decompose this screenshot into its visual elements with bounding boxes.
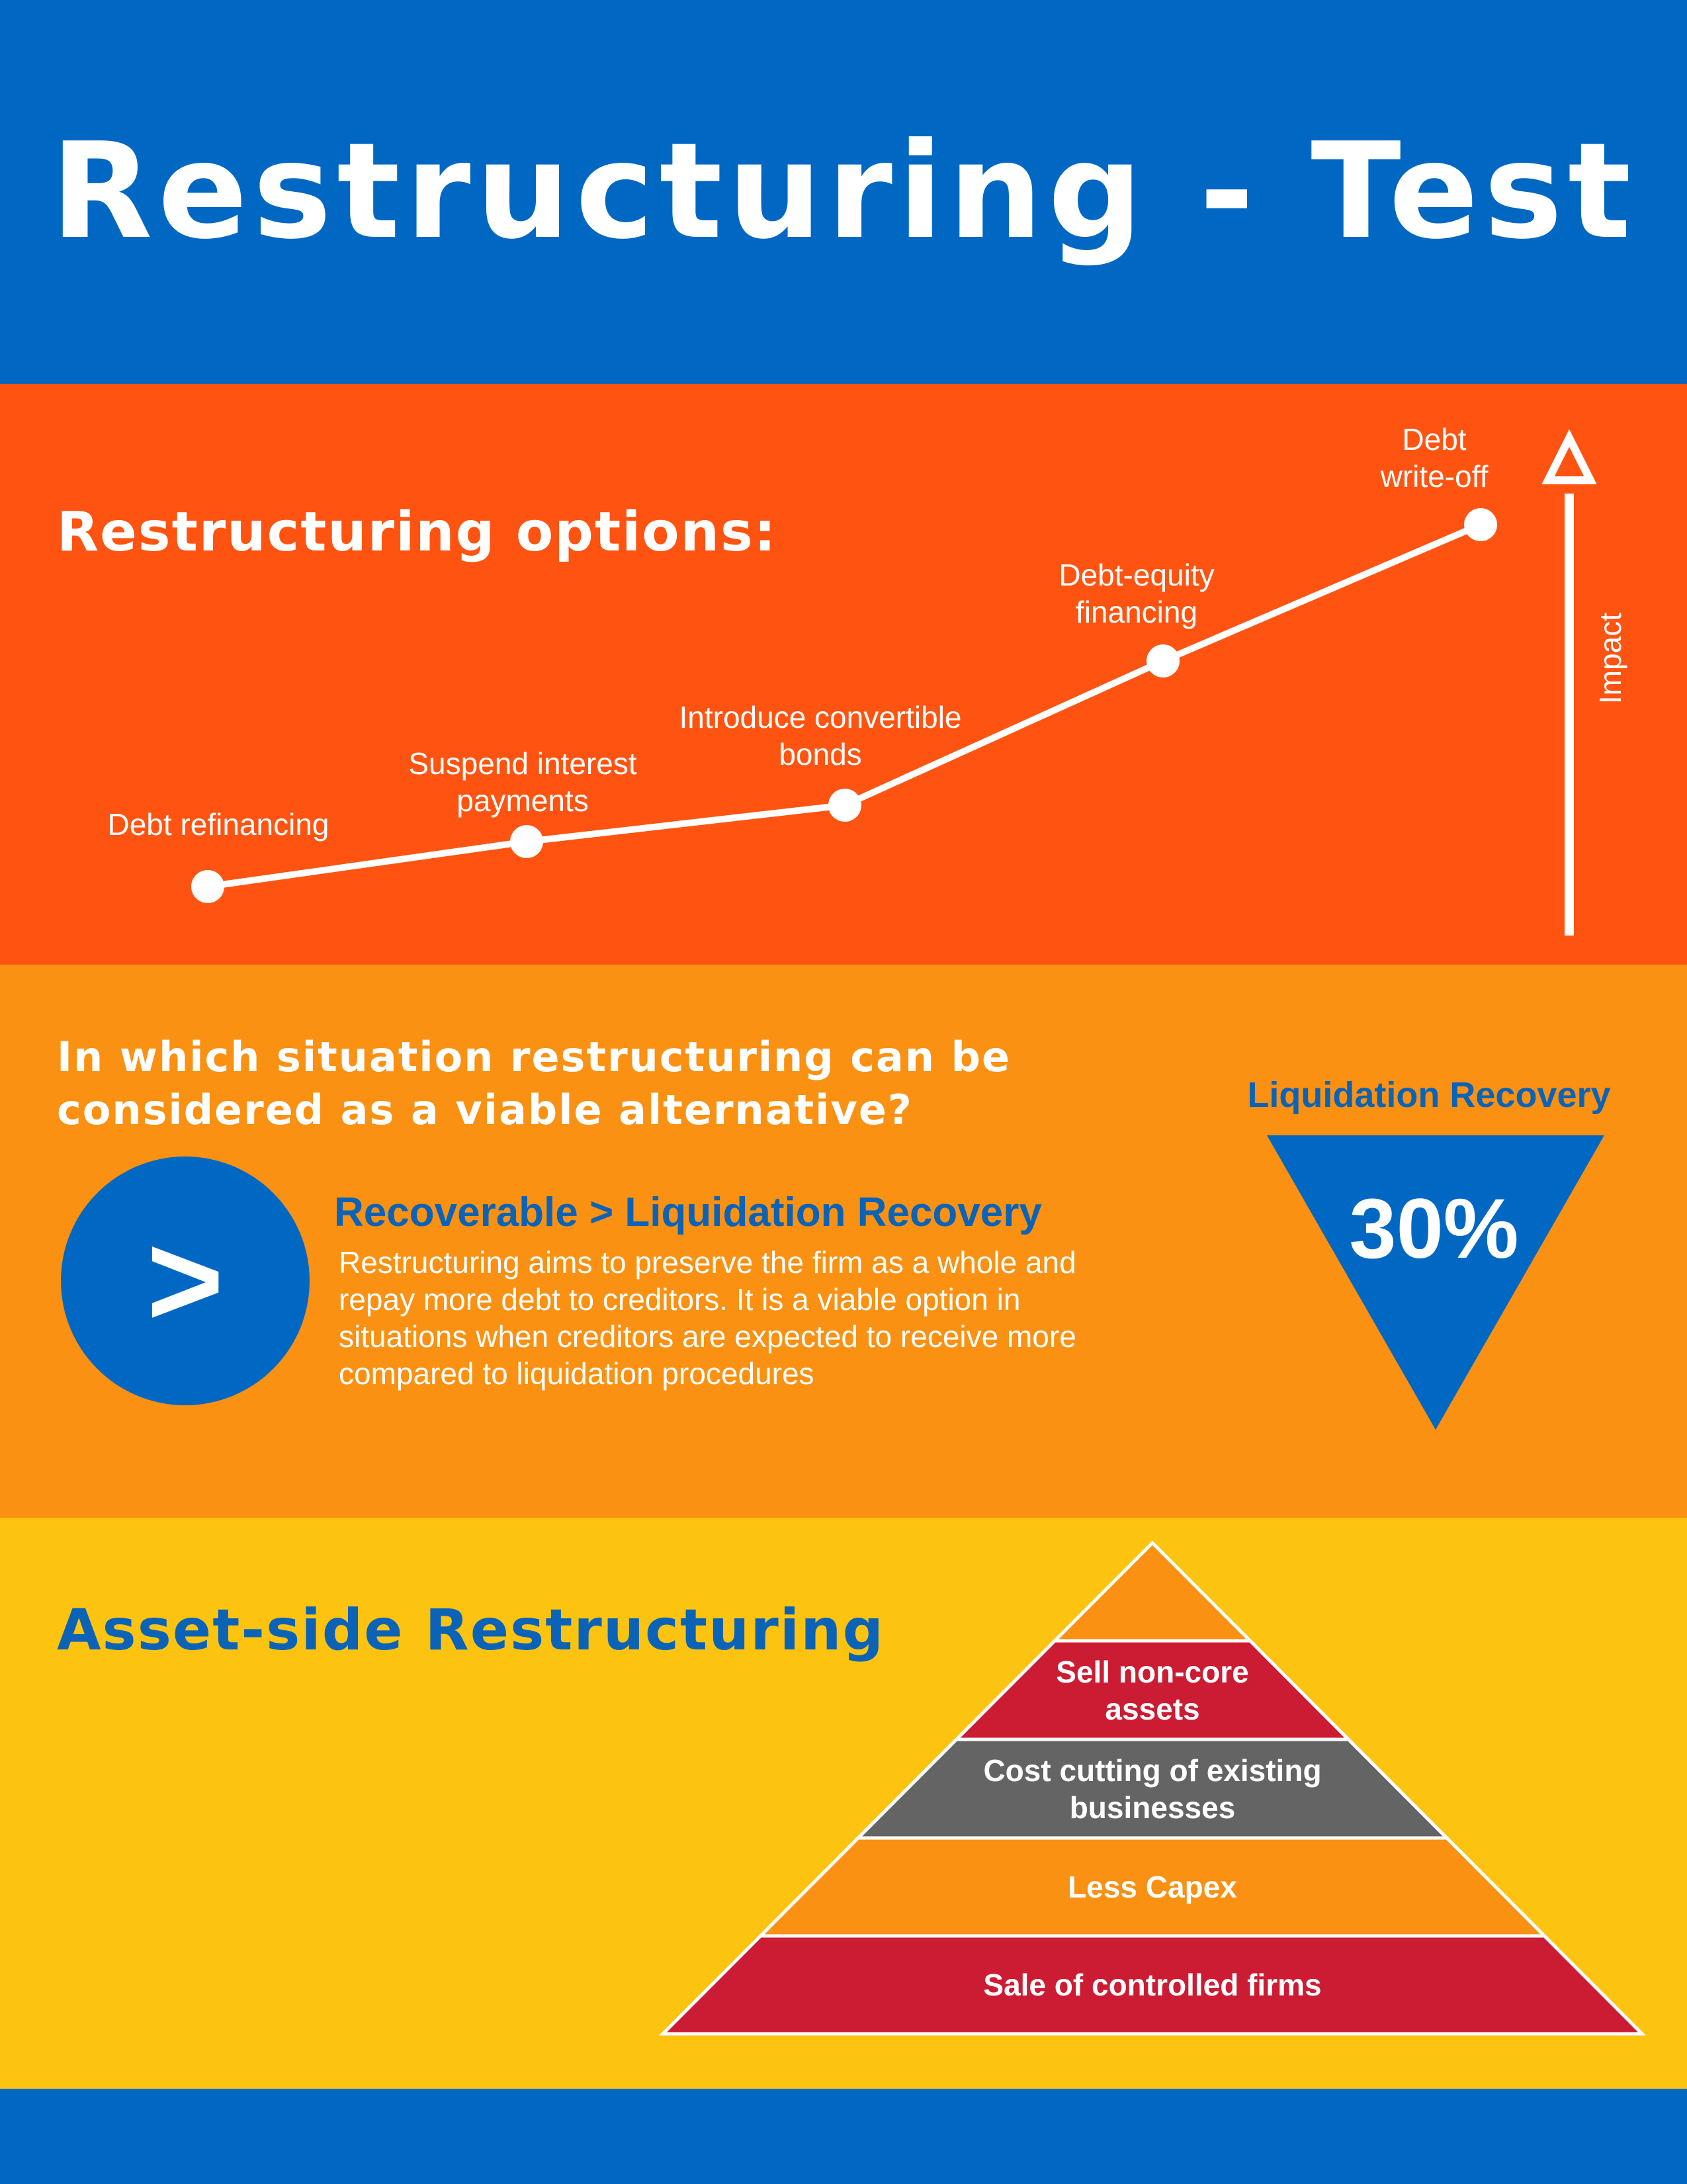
option-label: payments bbox=[456, 783, 588, 818]
greater-than-circle: > bbox=[61, 1157, 310, 1405]
asset-pyramid bbox=[658, 1540, 1647, 2036]
option-label: Debt bbox=[1402, 422, 1466, 457]
pyramid-level-label: Less Capex bbox=[1068, 1870, 1237, 1904]
viable-question: In which situation restructuring can be … bbox=[57, 1033, 1011, 1134]
asset-section: Asset-side Restructuring Sell non-core a… bbox=[0, 1518, 1687, 2089]
liquidation-recovery-value: 30% bbox=[1349, 1182, 1519, 1276]
pyramid-level-label: Sell non-core assets bbox=[1056, 1654, 1249, 1726]
options-chart: Debt refinancing Suspend interestpayments… bbox=[108, 422, 1627, 936]
option-point bbox=[828, 789, 861, 822]
option-point bbox=[1464, 508, 1497, 541]
option-label: Suspend interest bbox=[408, 746, 636, 781]
option-label: financing bbox=[1076, 595, 1197, 629]
recoverable-title: Recoverable > Liquidation Recovery bbox=[334, 1190, 1042, 1235]
option-label: Debt refinancing bbox=[108, 807, 329, 842]
option-label: bonds bbox=[779, 737, 861, 771]
option-point bbox=[1146, 644, 1180, 677]
liquidation-recovery-label: Liquidation Recovery bbox=[1247, 1075, 1611, 1115]
header-band: Restructuring - Test bbox=[0, 0, 1687, 384]
pyramid-level-label: Sale of controlled firms bbox=[983, 1968, 1322, 2002]
pyramid-level-label: Cost cutting of existing businesses bbox=[983, 1753, 1322, 1825]
impact-arrow-icon bbox=[1541, 429, 1597, 484]
option-label: write-off bbox=[1380, 459, 1489, 494]
liquidation-triangle bbox=[1267, 1135, 1604, 1430]
page-title: Restructuring - Test bbox=[50, 114, 1637, 269]
footer-band bbox=[0, 2089, 1687, 2184]
options-heading: Restructuring options: bbox=[57, 501, 777, 564]
greater-than-icon: > bbox=[146, 1207, 224, 1354]
asset-heading: Asset-side Restructuring bbox=[57, 1597, 885, 1663]
pyramid-level bbox=[1051, 1540, 1254, 1643]
option-point bbox=[191, 870, 224, 903]
impact-axis-label: Impact bbox=[1593, 613, 1627, 704]
recoverable-description: Restructuring aims to preserve the firm … bbox=[339, 1245, 1076, 1391]
option-label: Debt-equity bbox=[1059, 558, 1214, 592]
viable-section: In which situation restructuring can be … bbox=[0, 965, 1687, 1518]
option-point bbox=[510, 825, 543, 858]
option-label: Introduce convertible bbox=[679, 700, 961, 734]
pyramid-level bbox=[658, 1934, 1647, 2036]
options-section: Restructuring options: Debt refinancing S… bbox=[0, 384, 1687, 965]
